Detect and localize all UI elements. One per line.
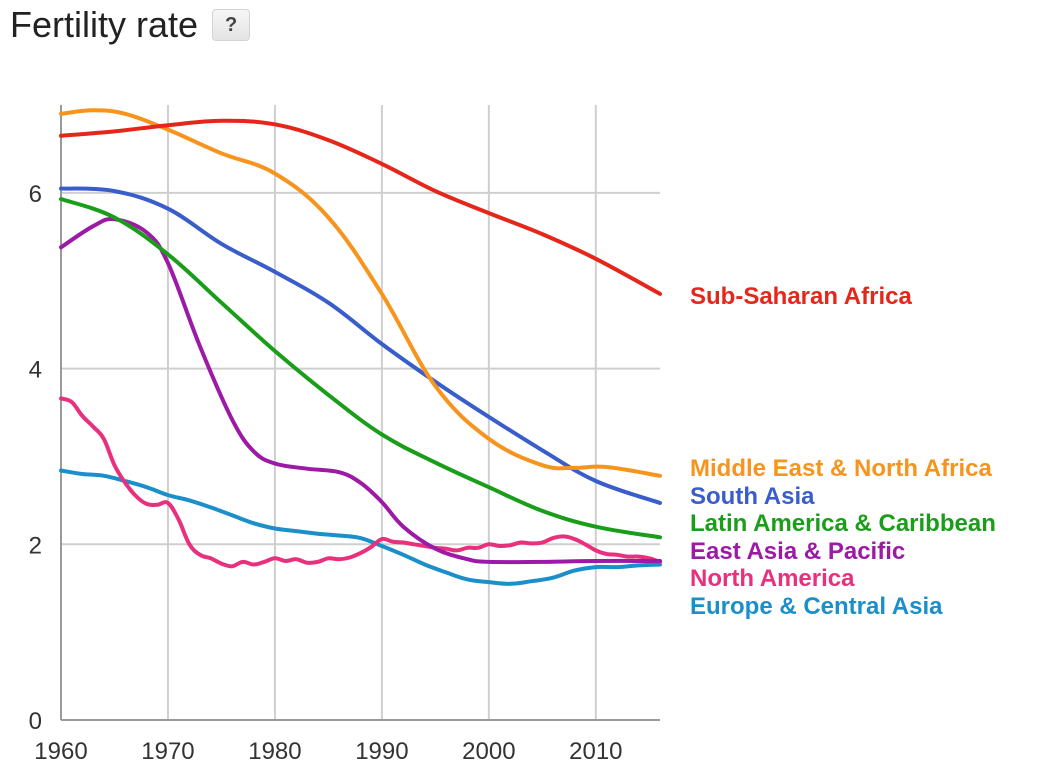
y-tick-label: 2 xyxy=(29,532,42,559)
legend-label-east-asia-and-pacific[interactable]: East Asia & Pacific xyxy=(690,538,905,565)
series-line-sub-saharan-africa[interactable] xyxy=(59,118,662,296)
series-line-middle-east-and-north-africa[interactable] xyxy=(59,108,662,478)
grid-layer xyxy=(61,105,660,720)
chart-title: Fertility rate xyxy=(10,4,199,45)
help-button[interactable]: ? xyxy=(212,9,251,41)
axis-layer: 0 2 4 6 1960 1970 1980 1990 2000 2010 xyxy=(29,105,660,765)
x-tick-label: 1980 xyxy=(248,738,301,765)
help-icon: ? xyxy=(224,13,238,36)
legend-label-north-america[interactable]: North America xyxy=(690,565,855,592)
chart-header: Fertility rate ? xyxy=(10,0,251,50)
x-tick-label: 2010 xyxy=(569,738,622,765)
legend-label-latin-america-and-caribbean[interactable]: Latin America & Caribbean xyxy=(690,510,996,537)
series-line-south-asia[interactable] xyxy=(59,186,662,505)
series-line-north-america[interactable] xyxy=(59,396,662,569)
legend-layer: Sub-Saharan Africa Middle East & North Af… xyxy=(690,283,996,620)
legend-label-sub-saharan-africa[interactable]: Sub-Saharan Africa xyxy=(690,283,912,310)
x-tick-label: 1960 xyxy=(34,738,87,765)
series-line-east-asia-and-pacific[interactable] xyxy=(59,216,662,565)
legend-label-middle-east-and-north-africa[interactable]: Middle East & North Africa xyxy=(690,455,992,482)
y-tick-label: 4 xyxy=(29,357,42,384)
y-tick-label: 0 xyxy=(29,708,42,735)
x-tick-label: 2000 xyxy=(462,738,515,765)
series-layer xyxy=(59,108,662,586)
y-tick-label: 6 xyxy=(29,181,42,208)
x-tick-label: 1970 xyxy=(141,738,194,765)
legend-label-south-asia[interactable]: South Asia xyxy=(690,483,815,510)
legend-label-europe-and-central-asia[interactable]: Europe & Central Asia xyxy=(690,593,943,620)
x-tick-label: 1990 xyxy=(355,738,408,765)
series-line-latin-america-and-caribbean[interactable] xyxy=(59,197,662,540)
series-line-europe-and-central-asia[interactable] xyxy=(59,468,662,586)
